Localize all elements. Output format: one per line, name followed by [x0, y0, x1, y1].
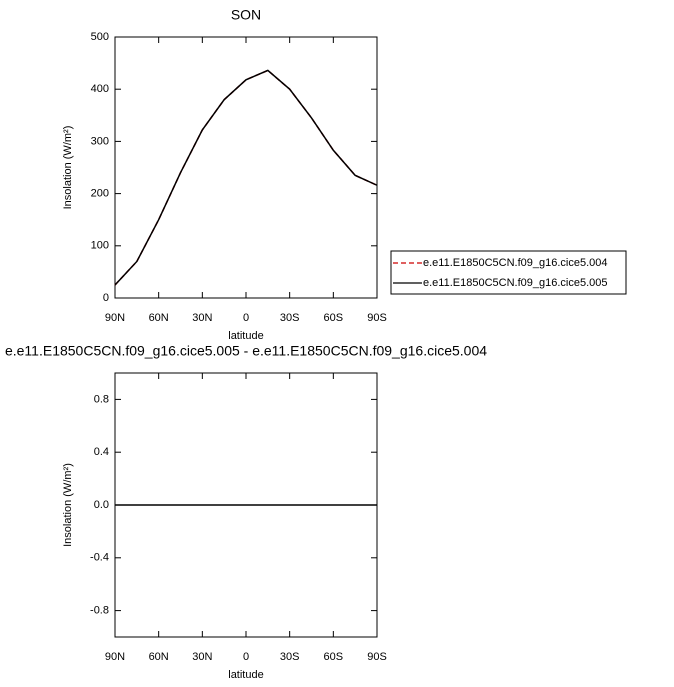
x-tick-label: 60N — [149, 651, 169, 663]
y-tick-label: 0 — [103, 292, 109, 304]
x-tick-label: 0 — [243, 651, 249, 663]
legend-label: e.e11.E1850C5CN.f09_g16.cice5.004 — [423, 257, 608, 269]
series-line — [114, 69, 378, 286]
x-tick-label: 30S — [280, 651, 300, 663]
x-tick-label: 90S — [367, 312, 387, 324]
plot-frame — [114, 36, 378, 299]
y-axis-label: Insolation (W/m²) — [62, 463, 74, 547]
series-line — [114, 69, 378, 286]
x-tick-label: 90N — [105, 651, 125, 663]
y-tick-label: 500 — [91, 31, 109, 43]
y-axis-label: Insolation (W/m²) — [62, 126, 74, 210]
y-tick-label: 200 — [91, 188, 109, 200]
y-tick-label: 100 — [91, 240, 109, 252]
y-tick-label: 300 — [91, 135, 109, 147]
y-tick-label: 0.4 — [94, 446, 109, 458]
x-axis-label: latitude — [228, 669, 263, 681]
y-tick-label: 0.8 — [94, 393, 109, 405]
x-tick-label: 0 — [243, 312, 249, 324]
y-tick-label: -0.8 — [90, 605, 109, 617]
chart-title: SON — [231, 7, 261, 23]
chart-title: e.e11.E1850C5CN.f09_g16.cice5.005 - e.e1… — [5, 343, 487, 359]
y-tick-label: -0.4 — [90, 552, 109, 564]
x-tick-label: 30S — [280, 312, 300, 324]
x-tick-label: 90N — [105, 312, 125, 324]
x-tick-label: 60N — [149, 312, 169, 324]
y-tick-label: 400 — [91, 83, 109, 95]
x-tick-label: 90S — [367, 651, 387, 663]
y-tick-label: 0.0 — [94, 499, 109, 511]
x-tick-label: 60S — [324, 651, 344, 663]
legend-box — [390, 250, 627, 295]
x-tick-label: 60S — [324, 312, 344, 324]
x-tick-label: 30N — [192, 312, 212, 324]
legend-label: e.e11.E1850C5CN.f09_g16.cice5.005 — [423, 277, 608, 289]
x-tick-label: 30N — [192, 651, 212, 663]
x-axis-label: latitude — [228, 330, 263, 342]
